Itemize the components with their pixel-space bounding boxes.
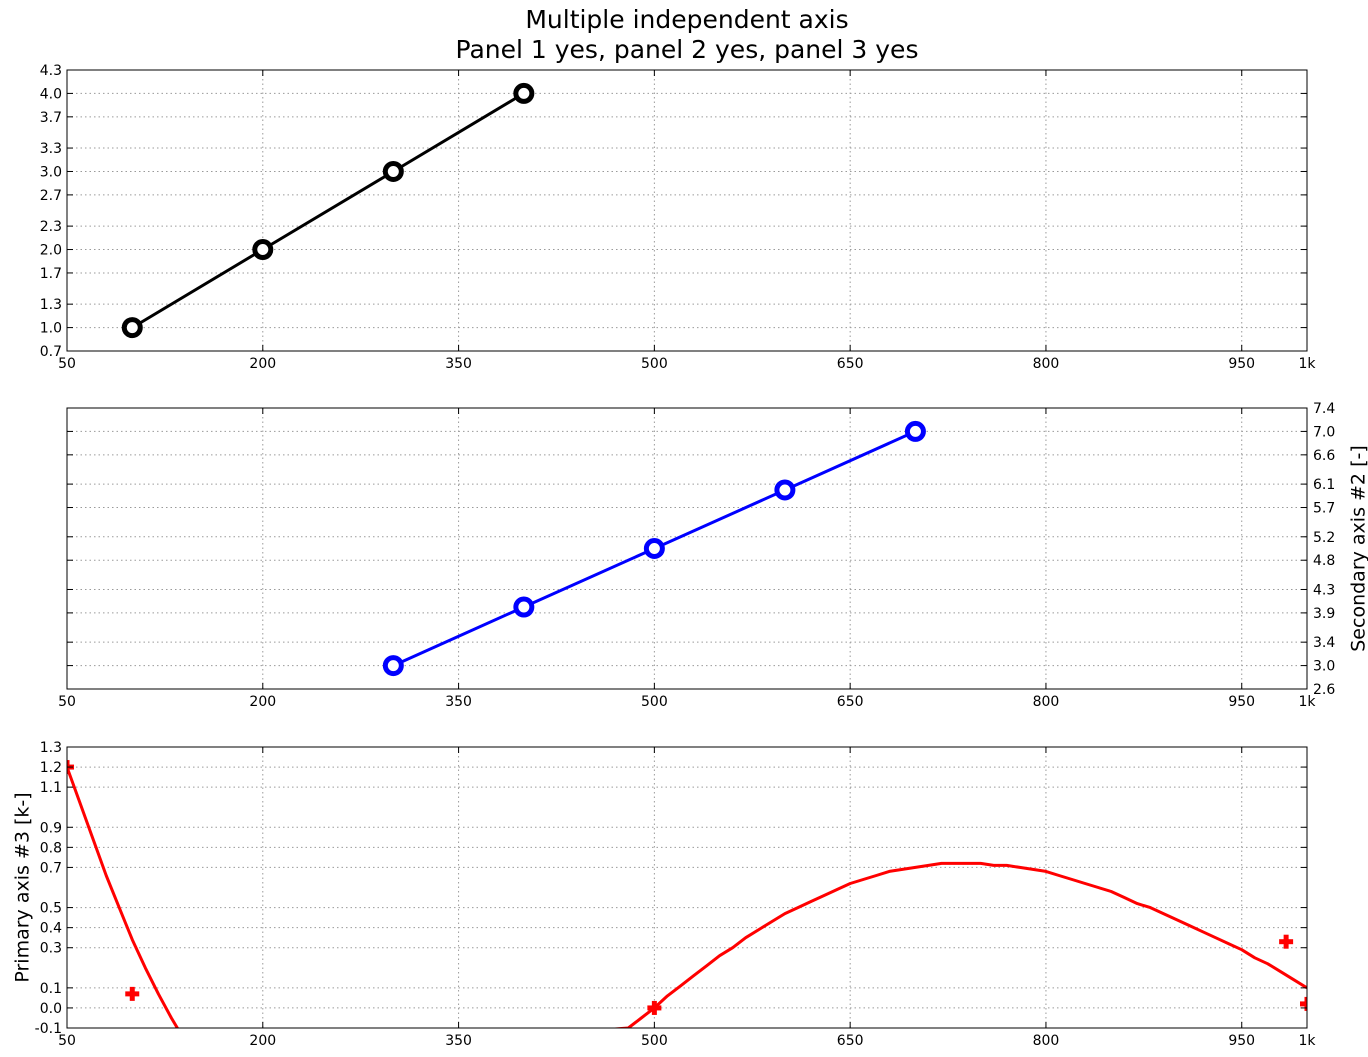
panel-1-frame xyxy=(66,69,1308,352)
panel-3-xtick-label-7: 1k xyxy=(1298,1033,1316,1049)
panel-3-point-2 xyxy=(647,1000,662,1015)
panel-3-ytick-label-3: 0.3 xyxy=(40,941,62,957)
panel-2: 50 200 350 500 650 800 950 1k2.6 3.0 3.4 3.9 4.3 4.8… xyxy=(58,401,1368,710)
panel-2-xtick-label-3: 500 xyxy=(641,694,668,710)
panel-1-point-2 xyxy=(382,160,404,182)
panel-3-point-4 xyxy=(1300,996,1307,1011)
panel-1-xtick-label-1: 200 xyxy=(249,356,276,372)
panel-2-frame xyxy=(66,407,1308,690)
panel-3-xtick-label-5: 800 xyxy=(1033,1033,1060,1049)
panel-1-ytick-label-0: 0.7 xyxy=(40,344,62,360)
panel-2-xtick-label-2: 350 xyxy=(445,694,472,710)
panel-1-ytick-label-5: 2.3 xyxy=(40,219,62,235)
panel-3-xtick-label-4: 650 xyxy=(837,1033,864,1049)
panel-1-point-0 xyxy=(121,317,143,339)
panel-3-ytick-label-6: 0.7 xyxy=(40,860,62,876)
panel-1-xtick-label-0: 50 xyxy=(58,356,76,372)
panel-2-ytick-label-10: 7.0 xyxy=(1313,424,1335,440)
panel-3-ytick-label-8: 0.9 xyxy=(40,820,62,836)
panel-3-ytick-label-4: 0.4 xyxy=(40,921,62,937)
panel-3-point-3 xyxy=(1279,934,1294,949)
panel-1-ytick-label-3: 1.7 xyxy=(40,266,62,282)
panel-2-point-3 xyxy=(774,479,796,501)
panel-2-ytick-label-9: 6.6 xyxy=(1313,448,1335,464)
panel-2-ytick-label-7: 5.7 xyxy=(1313,501,1335,517)
panel-2-ytick-label-0: 2.6 xyxy=(1313,682,1335,698)
panel-2-xtick-label-5: 800 xyxy=(1033,694,1060,710)
panel-3-ytick-label-11: 1.3 xyxy=(40,740,62,756)
panel-2-ytick-label-2: 3.4 xyxy=(1313,635,1335,651)
panel-3: 50 200 350 500 650 800 950 1k -0.1 0.0 0.1 0.3 0.4 0.… xyxy=(12,740,1317,1049)
panel-3-ytick-label-5: 0.5 xyxy=(40,901,62,917)
panel-3-xtick-label-0: 50 xyxy=(58,1033,76,1049)
panel-3-ytick-label-0: -0.1 xyxy=(35,1021,62,1037)
panel-3-ytick-label-10: 1.2 xyxy=(40,760,62,776)
panel-2-ylabel: Secondary axis #2 [-] xyxy=(1348,445,1368,652)
panel-3-series-0 xyxy=(67,766,1307,1028)
panel-1-xtick-label-2: 350 xyxy=(445,356,472,372)
panel-1-point-1 xyxy=(252,239,274,261)
panel-3-series-0-line xyxy=(67,766,1307,1028)
panel-3-ylabel: Primary axis #3 [k-] xyxy=(12,792,34,982)
panel-1-series-0-line xyxy=(131,92,525,329)
panel-1-ytick-label-2: 1.3 xyxy=(40,297,62,313)
panel-3-frame xyxy=(66,746,1308,1029)
panel-2-point-4 xyxy=(904,420,926,442)
panel-2-xtick-label-4: 650 xyxy=(837,694,864,710)
panel-2-xtick-label-0: 50 xyxy=(58,694,76,710)
panel-3-xtick-label-3: 500 xyxy=(641,1033,668,1049)
panel-1-ytick-label-4: 2.0 xyxy=(40,243,62,259)
panel-1-xtick-label-5: 800 xyxy=(1033,356,1060,372)
panel-2-ytick-label-3: 3.9 xyxy=(1313,606,1335,622)
figure-title: Multiple independent axis xyxy=(525,5,848,34)
panel-2-xtick-label-6: 950 xyxy=(1228,694,1255,710)
panel-1-ytick-label-10: 4.0 xyxy=(40,86,62,102)
panel-1-series-0 xyxy=(121,82,535,339)
panel-3-point-1 xyxy=(125,986,140,1001)
panel-1-ytick-label-1: 1.0 xyxy=(40,321,62,337)
panel-2-ytick-label-5: 4.8 xyxy=(1313,553,1335,569)
panel-1-point-3 xyxy=(513,82,535,104)
panel-3-xtick-label-6: 950 xyxy=(1228,1033,1255,1049)
panel-2-xtick-label-1: 200 xyxy=(249,694,276,710)
panel-2-ytick-label-8: 6.1 xyxy=(1313,477,1335,493)
panel-3-series-1 xyxy=(67,760,1307,1015)
panel-2-ytick-label-4: 4.3 xyxy=(1313,582,1335,598)
panel-3-xtick-label-2: 350 xyxy=(445,1033,472,1049)
panel-3-ytick-label-9: 1.1 xyxy=(40,780,62,796)
panel-1-xtick-label-4: 650 xyxy=(837,356,864,372)
panel-1-ytick-label-6: 2.7 xyxy=(40,188,62,204)
panel-2-point-2 xyxy=(643,538,665,559)
panel-1-ytick-label-8: 3.3 xyxy=(40,141,62,157)
panel-1-xtick-label-7: 1k xyxy=(1298,356,1316,372)
panel-3-ytick-label-1: 0.0 xyxy=(40,1001,62,1017)
panels: 50 200 350 500 650 800 950 1k 0.7 1.0 1.3 1.7 2.0 2.3… xyxy=(12,63,1368,1049)
panel-1-ytick-label-7: 3.0 xyxy=(40,164,62,180)
panel-1-ytick-label-9: 3.7 xyxy=(40,110,62,126)
panel-2-ytick-label-1: 3.0 xyxy=(1313,659,1335,675)
panel-2-point-1 xyxy=(513,596,535,618)
panel-3-xtick-label-1: 200 xyxy=(249,1033,276,1049)
panel-2-xtick-label-7: 1k xyxy=(1298,694,1316,710)
panel-2-series-0 xyxy=(382,420,926,677)
panel-3-ytick-label-2: 0.1 xyxy=(40,981,62,997)
figure-subtitle: Panel 1 yes, panel 2 yes, panel 3 yes xyxy=(456,35,919,64)
panel-1: 50 200 350 500 650 800 950 1k 0.7 1.0 1.3 1.7 2.0 2.3… xyxy=(40,63,1317,372)
panel-3-ytick-label-7: 0.8 xyxy=(40,840,62,856)
panel-1-xtick-label-6: 950 xyxy=(1228,356,1255,372)
panel-2-point-0 xyxy=(382,655,404,677)
panel-1-ytick-label-11: 4.3 xyxy=(40,63,62,79)
panel-2-ytick-label-6: 5.2 xyxy=(1313,530,1335,546)
panel-1-xtick-label-3: 500 xyxy=(641,356,668,372)
panel-2-ytick-label-11: 7.4 xyxy=(1313,401,1335,417)
